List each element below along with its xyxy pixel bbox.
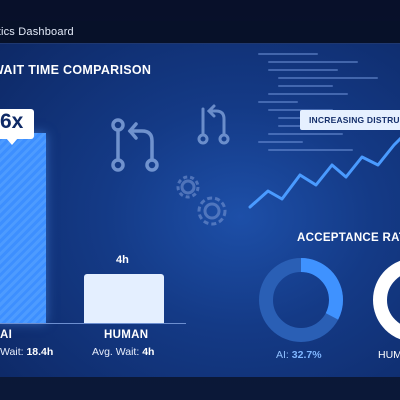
chart-baseline: [0, 323, 186, 324]
chart-title: WAIT TIME COMPARISON: [0, 63, 152, 77]
title-bar: ytics Dashboard: [0, 21, 400, 44]
git-merge-icon: [111, 118, 159, 172]
pull-request-icon: [197, 104, 230, 145]
tick-label-human: HUMAN: [104, 329, 149, 341]
human-wait-value: 4h: [142, 346, 155, 358]
bar-human: [84, 274, 164, 323]
human-wait-label: Avg. Wait:: [92, 346, 143, 358]
human-acceptance-label: HUM: [378, 349, 400, 361]
ai-acceptance-text: AI: 32.7%: [276, 349, 322, 361]
dashboard-screen: ytics Dashboard WAIT TIME COMPARISON 6x …: [0, 21, 400, 377]
window-title: ytics Dashboard: [0, 26, 74, 38]
gears-icon: [176, 175, 227, 226]
ai-acceptance-arc: [259, 258, 343, 342]
tick-label-ai: AI: [0, 329, 13, 341]
trend-badge: [300, 110, 400, 130]
multiplier-callout: [0, 109, 34, 139]
acceptance-title: ACCEPTANCE RAT: [297, 232, 400, 244]
distrust-trend-line: [248, 136, 400, 209]
ai-acceptance-donut: [259, 258, 343, 342]
multiplier-callout-tail: [6, 138, 18, 145]
trend-badge-label: INCREASING DISTRUST: [309, 115, 400, 125]
bar-ai: [0, 133, 46, 323]
bar-human-data-label: 4h: [116, 254, 129, 266]
multiplier-callout-text: 6x: [0, 110, 24, 133]
ai-wait-label: Wait:: [0, 346, 27, 358]
human-acceptance-donut: [373, 260, 400, 340]
ai-wait-value: 18.4h: [26, 346, 54, 358]
ai-wait-text: Wait: 18.4h: [0, 346, 53, 358]
human-wait-text: Avg. Wait: 4h: [92, 346, 154, 358]
ai-acceptance-label: AI:: [276, 349, 292, 361]
ai-acceptance-value: 32.7%: [291, 349, 322, 361]
